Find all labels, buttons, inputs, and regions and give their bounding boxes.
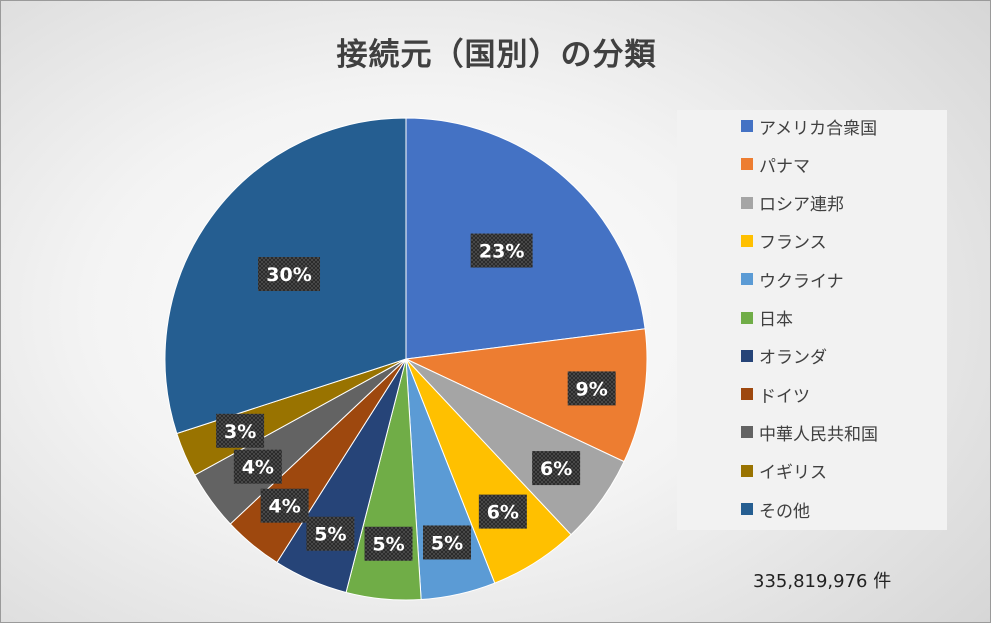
data-label-box	[478, 494, 527, 529]
legend-label: ドイツ	[759, 386, 810, 407]
legend-item: 日本	[741, 306, 793, 330]
data-label: 4%	[242, 457, 274, 479]
legend-item: 中華人民共和国	[741, 420, 878, 445]
legend-swatch	[741, 120, 753, 132]
legend-label: イギリス	[759, 463, 827, 484]
data-label-box	[306, 516, 355, 551]
legend-item: オランダ	[741, 344, 827, 368]
legend-item: アメリカ合衆国	[741, 114, 878, 139]
legend-swatch	[741, 196, 753, 209]
data-label-box	[260, 488, 309, 523]
data-label-box	[532, 451, 581, 486]
data-label: 5%	[314, 524, 346, 546]
data-label-box	[567, 371, 616, 406]
data-label-box	[233, 449, 282, 484]
data-label-box	[423, 525, 472, 560]
data-label: 6%	[540, 458, 572, 480]
data-label: 4%	[269, 496, 301, 518]
legend-item: その他	[741, 497, 810, 522]
data-label: 6%	[487, 502, 519, 524]
data-label-box	[470, 233, 533, 268]
data-label: 5%	[431, 532, 463, 554]
legend-swatch	[741, 273, 753, 286]
legend-label: フランス	[759, 233, 827, 254]
legend-item: ドイツ	[741, 382, 810, 407]
legend-swatch	[741, 158, 753, 171]
pie-slice	[404, 328, 648, 463]
data-label-box	[216, 413, 265, 448]
legend-label: 中華人民共和国	[759, 424, 878, 445]
legend-item: フランス	[741, 229, 827, 253]
legend-swatch	[741, 349, 753, 362]
total-count: 335,819,976 件	[753, 571, 892, 592]
chart-legend: アメリカ合衆国 パナマロシア連邦フランスウクライナ日本オランダドイツ中華人民共和国…	[677, 110, 947, 530]
legend-item: ウクライナ	[741, 267, 844, 292]
data-label: 23%	[479, 241, 524, 263]
legend-label: ウクライナ	[759, 271, 844, 292]
legend-label: パナマ	[759, 156, 810, 177]
data-label: 30%	[266, 264, 311, 286]
legend-swatch	[741, 426, 753, 439]
data-label: 3%	[224, 421, 256, 443]
data-label-box	[258, 257, 321, 292]
legend-label: アメリカ合衆国	[759, 118, 878, 139]
legend-label: その他	[759, 501, 810, 522]
legend-label: オランダ	[759, 348, 827, 369]
data-label: 5%	[372, 534, 404, 556]
legend-swatch	[741, 464, 753, 477]
legend-item: ロシア連邦	[741, 191, 844, 215]
chart-title: 接続元（国別）の分類	[336, 37, 657, 73]
legend-label: ロシア連邦	[759, 195, 844, 216]
legend-item: イギリス	[741, 459, 827, 483]
legend-swatch	[741, 388, 753, 401]
legend-swatch	[741, 234, 753, 247]
legend-label: 日本	[759, 310, 793, 330]
legend-swatch	[741, 503, 753, 515]
data-label: 9%	[576, 378, 608, 400]
data-label-box	[364, 526, 413, 561]
legend-swatch	[741, 311, 753, 324]
legend-item: パナマ	[741, 152, 810, 177]
